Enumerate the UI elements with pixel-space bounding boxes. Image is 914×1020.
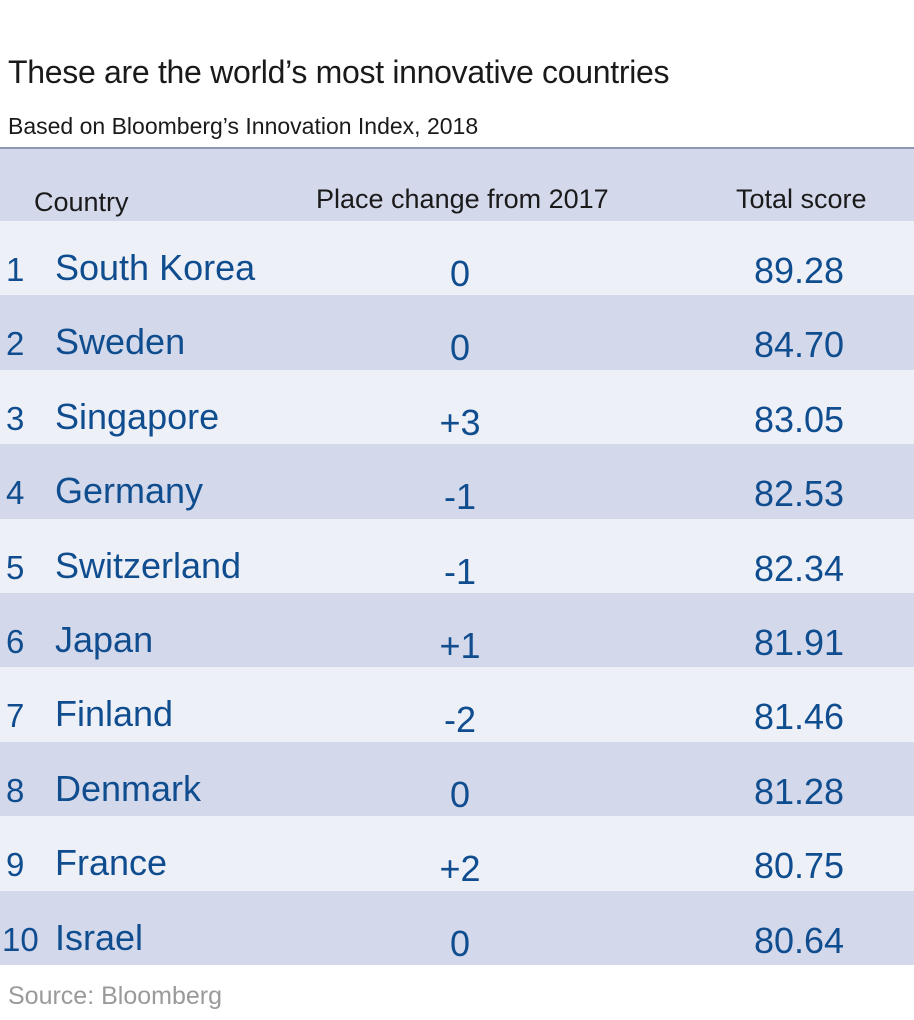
row-country: Japan — [55, 618, 154, 660]
row-place-change: 0 — [449, 922, 471, 964]
row-country: Finland — [55, 693, 174, 735]
table-row: 7 Finland -2 81.46 — [0, 667, 914, 742]
row-total-score: 81.28 — [753, 770, 845, 812]
row-place-change: -2 — [443, 699, 477, 741]
row-rank: 6 — [6, 622, 25, 660]
chart-title: These are the world’s most innovative co… — [8, 54, 670, 90]
row-rank: 2 — [6, 325, 25, 363]
chart-subtitle: Based on Bloomberg’s Innovation Index, 2… — [8, 113, 479, 139]
header-rule — [0, 147, 914, 149]
table-row: 5 Switzerland -1 82.34 — [0, 518, 914, 593]
row-place-change: 0 — [449, 253, 471, 294]
row-rank: 3 — [6, 399, 25, 437]
row-total-score: 81.46 — [753, 696, 845, 738]
table-row: 3 Singapore +3 83.05 — [0, 369, 914, 445]
column-header-country: Country — [34, 187, 129, 217]
row-place-change: -1 — [443, 550, 477, 592]
row-country: Denmark — [55, 767, 202, 809]
row-total-score: 82.34 — [753, 547, 845, 589]
row-total-score: 82.53 — [753, 473, 845, 515]
row-total-score: 81.91 — [753, 621, 845, 663]
row-total-score: 80.64 — [753, 919, 845, 961]
row-country: Israel — [55, 916, 144, 958]
row-rank: 4 — [6, 474, 25, 512]
row-country: France — [55, 842, 168, 884]
table-row: 8 Denmark 0 81.28 — [0, 741, 914, 817]
row-country: Switzerland — [55, 544, 242, 586]
row-place-change: +2 — [439, 848, 481, 890]
row-country: South Korea — [55, 247, 256, 288]
row-rank: 9 — [6, 846, 25, 884]
row-rank: 1 — [6, 251, 25, 288]
table-row: 9 France +2 80.75 — [0, 816, 914, 891]
table-row: 10 Israel 0 80.64 — [0, 890, 914, 965]
row-total-score: 80.75 — [753, 845, 845, 887]
row-place-change: +1 — [439, 624, 481, 666]
row-rank: 7 — [6, 697, 25, 735]
column-header-place-change: Place change from 2017 — [316, 184, 609, 214]
row-place-change: +3 — [439, 401, 481, 443]
table-row: 4 Germany -1 82.53 — [0, 444, 914, 519]
row-total-score: 84.70 — [753, 324, 845, 366]
table-row: 1 South Korea 0 89.28 — [0, 221, 914, 296]
row-rank: 8 — [6, 771, 25, 809]
row-total-score: 83.05 — [753, 398, 845, 440]
table-header — [0, 149, 914, 221]
row-rank: 5 — [6, 548, 25, 586]
table-row: 6 Japan +1 81.91 — [0, 592, 914, 668]
column-header-total-score: Total score — [736, 184, 867, 214]
row-country: Singapore — [55, 395, 220, 437]
source-note: Source: Bloomberg — [8, 982, 223, 1010]
row-rank: 10 — [2, 920, 39, 958]
row-place-change: -1 — [443, 476, 477, 518]
row-country: Germany — [55, 470, 204, 512]
row-country: Sweden — [55, 321, 186, 363]
table-row: 2 Sweden 0 84.70 — [0, 295, 914, 370]
row-place-change: 0 — [449, 773, 471, 815]
row-total-score: 89.28 — [753, 250, 845, 291]
table-body: 1 South Korea 0 89.28 2 Sweden 0 84.70 3 Singapor… — [0, 221, 914, 965]
row-place-change: 0 — [449, 327, 471, 369]
